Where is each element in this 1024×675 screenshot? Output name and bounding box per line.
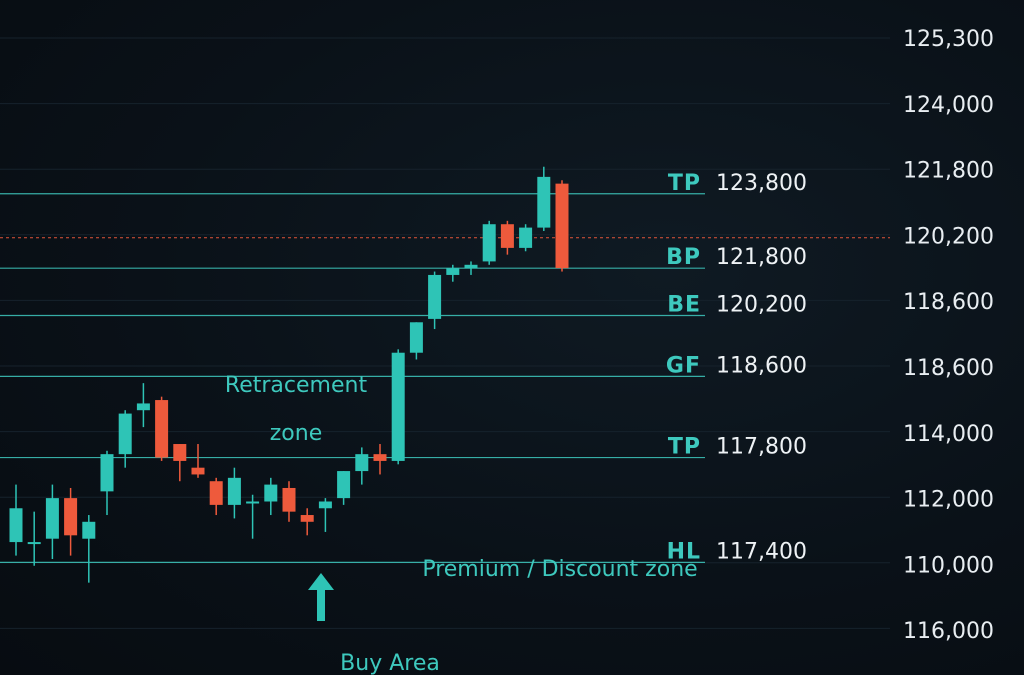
y-tick-label: 120,200 bbox=[903, 224, 994, 249]
bearish-candle bbox=[300, 508, 314, 536]
bearish-candle bbox=[173, 444, 187, 482]
candle-body bbox=[136, 403, 150, 411]
y-tick-label: 118,600 bbox=[903, 290, 994, 315]
bullish-candle bbox=[355, 447, 369, 485]
candle-body bbox=[464, 264, 478, 269]
candle-body bbox=[555, 183, 569, 269]
bullish-candle bbox=[409, 322, 423, 360]
bullish-candle bbox=[27, 511, 41, 566]
bullish-candle bbox=[118, 410, 132, 468]
bullish-candle bbox=[136, 383, 150, 428]
candle-body bbox=[446, 268, 460, 275]
y-tick-label: 124,000 bbox=[903, 93, 994, 118]
level-code-tp: TP bbox=[668, 435, 701, 460]
candle-body bbox=[537, 176, 551, 228]
candle-body bbox=[64, 498, 78, 536]
bearish-candle bbox=[373, 444, 387, 475]
y-tick-label: 118,600 bbox=[903, 356, 994, 381]
level-price-be: 120,200 bbox=[716, 293, 807, 318]
bullish-candle bbox=[519, 224, 533, 252]
candle-body bbox=[100, 454, 114, 492]
bullish-candle bbox=[337, 471, 351, 505]
bearish-candle bbox=[155, 396, 169, 461]
candle-body bbox=[337, 471, 351, 499]
y-tick-label: 125,300 bbox=[903, 27, 994, 52]
level-lines: TP 123,800 BP 121,800 BE 120,200 GF 118,600 TP 11… bbox=[0, 171, 890, 564]
bearish-candle bbox=[282, 481, 296, 522]
bullish-candle bbox=[100, 450, 114, 516]
bearish-candle bbox=[64, 487, 78, 556]
candle-body bbox=[318, 501, 332, 509]
bullish-candle bbox=[264, 477, 278, 516]
level-code-bp: BP bbox=[666, 245, 701, 270]
candle-body bbox=[191, 467, 205, 475]
candle-body bbox=[246, 501, 260, 504]
bullish-candle bbox=[482, 220, 496, 265]
level-price-gf: 118,600 bbox=[716, 353, 807, 378]
candle-body bbox=[428, 274, 442, 319]
candle-body bbox=[264, 484, 278, 502]
candle-body bbox=[500, 224, 514, 248]
y-axis: 125,300 124,000 121,800 120,200 118,600 118,6… bbox=[903, 27, 994, 644]
candle-body bbox=[355, 454, 369, 472]
retracement-zone-label-line1: Retracement bbox=[225, 373, 368, 398]
bearish-candle bbox=[555, 180, 569, 272]
bullish-candle bbox=[446, 264, 460, 282]
candle-body bbox=[391, 352, 405, 461]
bullish-candle bbox=[9, 484, 23, 556]
candle-body bbox=[27, 542, 41, 545]
y-tick-label: 121,800 bbox=[903, 159, 994, 184]
y-tick-label: 110,000 bbox=[903, 553, 994, 578]
bearish-candle bbox=[500, 220, 514, 255]
candle-body bbox=[482, 224, 496, 262]
candle-body bbox=[300, 515, 314, 522]
bullish-candle bbox=[318, 498, 332, 532]
buy-area-label: Buy Area bbox=[340, 651, 440, 675]
premium-discount-zone-label: Premium / Discount zone bbox=[422, 557, 697, 582]
level-code-be: BE bbox=[667, 293, 701, 318]
buy-arrow-icon bbox=[308, 573, 334, 621]
level-code-gf: GF bbox=[666, 353, 701, 378]
candle-body bbox=[9, 508, 23, 543]
bullish-candle bbox=[82, 515, 96, 583]
y-tick-label: 112,000 bbox=[903, 488, 994, 513]
bearish-candle bbox=[209, 477, 223, 516]
y-tick-label: 114,000 bbox=[903, 422, 994, 447]
level-price-hl: 117,400 bbox=[716, 539, 807, 564]
bearish-candle bbox=[191, 444, 205, 478]
bullish-candle bbox=[227, 467, 241, 519]
candle-body bbox=[227, 477, 241, 505]
level-price-tp: 123,800 bbox=[716, 171, 807, 196]
candle-body bbox=[519, 227, 533, 248]
candle-body bbox=[118, 413, 132, 455]
candle-body bbox=[209, 481, 223, 505]
candle-body bbox=[45, 498, 59, 539]
candle-body bbox=[155, 400, 169, 458]
bullish-candle bbox=[464, 261, 478, 275]
level-price-bp: 121,800 bbox=[716, 245, 807, 270]
bullish-candle bbox=[45, 484, 59, 559]
bullish-candle bbox=[428, 271, 442, 330]
candle-body bbox=[82, 521, 96, 539]
level-price-tp: 117,800 bbox=[716, 435, 807, 460]
retracement-zone-label-line2: zone bbox=[270, 421, 323, 446]
candle-body bbox=[409, 322, 423, 353]
candles bbox=[9, 166, 569, 583]
y-tick-label: 116,000 bbox=[903, 619, 994, 644]
bullish-candle bbox=[537, 166, 551, 231]
candle-body bbox=[173, 444, 187, 461]
level-code-hl: HL bbox=[667, 539, 701, 564]
candle-body bbox=[282, 487, 296, 512]
bullish-candle bbox=[246, 494, 260, 539]
bullish-candle bbox=[391, 349, 405, 465]
level-code-tp: TP bbox=[668, 171, 701, 196]
candle-body bbox=[373, 454, 387, 461]
